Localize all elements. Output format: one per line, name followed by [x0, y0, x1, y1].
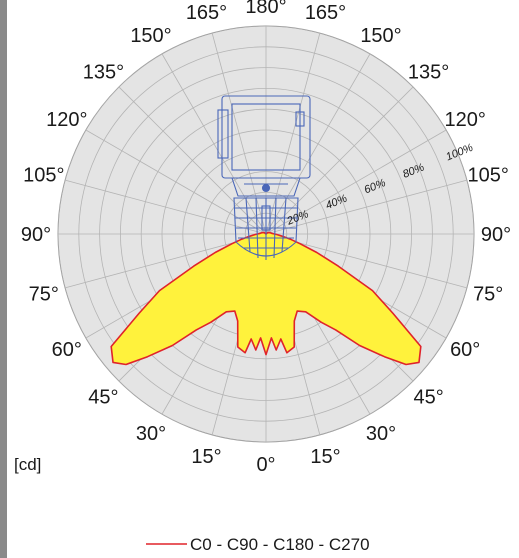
intensity-curve-group: [110, 231, 422, 366]
grid-spoke: [64, 179, 267, 235]
angle-label: 30°: [136, 423, 166, 445]
luminaire-right-clip: [295, 111, 305, 127]
legend-label: C0 - C90 - C180 - C270: [190, 535, 370, 554]
luminaire-housing: [221, 95, 311, 179]
angle-label: 120°: [445, 109, 486, 131]
grid-spoke: [118, 86, 267, 235]
unit-label: [cd]: [14, 455, 41, 474]
guard-bar-4: [273, 197, 277, 259]
angle-label: 150°: [360, 25, 401, 47]
angle-label: 180°: [245, 0, 286, 18]
angle-label: 30°: [366, 423, 396, 445]
luminaire-guard-outline: [233, 197, 299, 257]
angle-label: 135°: [83, 61, 124, 83]
angle-label: 165°: [186, 2, 227, 24]
guard-bar-1: [245, 197, 251, 253]
angle-label: 165°: [305, 2, 346, 24]
angle-label: 135°: [408, 61, 449, 83]
grid-spoke: [161, 53, 267, 235]
luminaire-cover: [231, 103, 301, 171]
luminaire-neck: [231, 177, 301, 197]
luminaire-drawing: [217, 95, 311, 260]
luminaire-lamp: [261, 205, 271, 231]
grid-spoke: [265, 179, 468, 235]
grid-spoke: [265, 86, 414, 235]
grid-spoke: [85, 129, 267, 235]
grid-spoke: [265, 53, 371, 235]
angle-label: 0°: [256, 454, 275, 476]
angle-label: 90°: [21, 224, 51, 246]
angle-label: 150°: [130, 25, 171, 47]
angle-label: 75°: [29, 284, 59, 306]
angle-label: 75°: [473, 284, 503, 306]
grid-spoke: [265, 32, 321, 235]
luminaire-bulb-top: [261, 183, 271, 193]
guard-bar-2: [255, 197, 259, 259]
luminaire-left-clip: [217, 109, 229, 159]
angle-label: 105°: [468, 165, 509, 187]
angle-label: 15°: [191, 446, 221, 468]
angle-label: 60°: [52, 339, 82, 361]
guard-bar-5: [281, 197, 287, 253]
intensity-curve: [110, 231, 422, 366]
angle-label: 45°: [413, 387, 443, 409]
legend: C0 - C90 - C180 - C270: [146, 535, 370, 554]
angle-label: 15°: [310, 446, 340, 468]
grid-spoke: [211, 32, 267, 235]
left-frame-bar: [0, 0, 7, 558]
angle-label: 105°: [23, 165, 64, 187]
grid-spoke: [265, 129, 447, 235]
angle-label: 45°: [88, 387, 118, 409]
angle-label: 90°: [481, 224, 511, 246]
angle-label: 120°: [46, 109, 87, 131]
angle-label: 60°: [450, 339, 480, 361]
angle-labels: 180° 165° 165° 150° 150° 135° 135° 120° 120° 105°…: [21, 0, 511, 476]
